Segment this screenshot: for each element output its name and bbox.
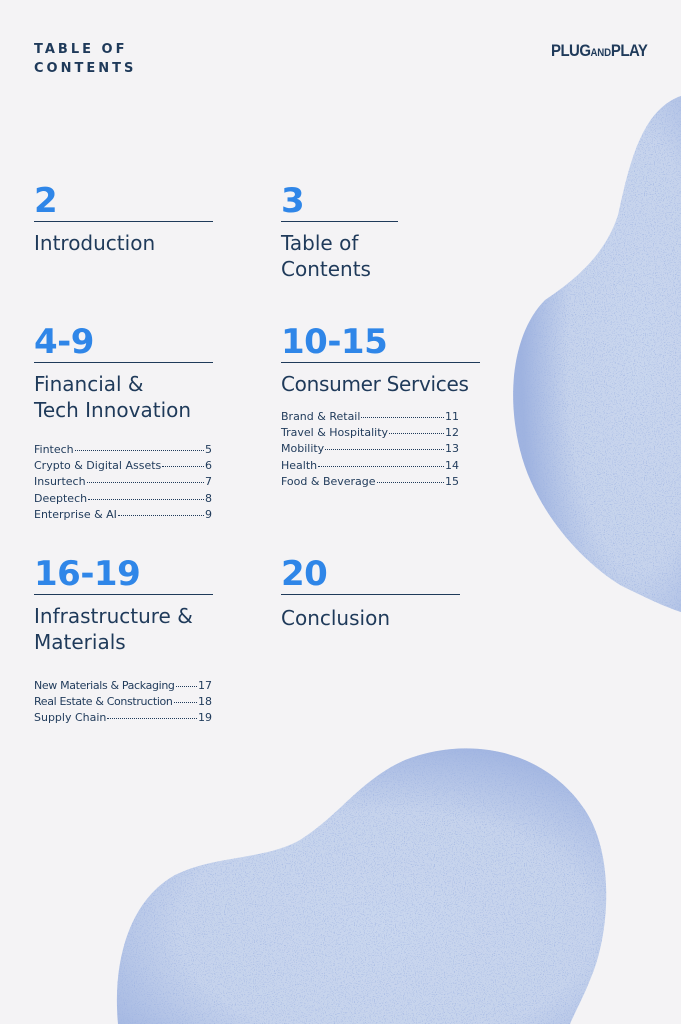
toc-entry-deeptech[interactable]: Deeptech 8 (34, 491, 212, 505)
toc-entry-crypto[interactable]: Crypto & Digital Assets 6 (34, 459, 212, 473)
section-divider (281, 221, 398, 222)
toc-entry-food-beverage[interactable]: Food & Beverage 15 (281, 474, 459, 488)
section-divider (34, 362, 213, 363)
section-page-range: 4-9 (34, 322, 94, 362)
section-divider (34, 594, 213, 595)
section-page-range: 10-15 (281, 322, 388, 362)
section-title: Conclusion (281, 606, 390, 630)
toc-entry-travel[interactable]: Travel & Hospitality 12 (281, 426, 459, 440)
toc-entry-health[interactable]: Health 14 (281, 458, 459, 472)
toc-entry-fintech[interactable]: Fintech 5 (34, 443, 212, 456)
section-title: Infrastructure & Materials (34, 604, 193, 654)
section-page-range: 3 (281, 181, 305, 221)
section-divider (281, 362, 480, 363)
section-introduction: 2 Introduction (34, 183, 213, 256)
toc-list: New Materials & Packaging 17 Real Estate … (34, 678, 212, 727)
toc-entry-insurtech[interactable]: Insurtech 7 (34, 475, 212, 489)
toc-list: Fintech 5 Crypto & Digital Assets 6 Insurt… (34, 442, 212, 523)
section-title: Table of Contents (281, 231, 371, 281)
section-page-range: 20 (281, 554, 328, 594)
toc-entry-mobility[interactable]: Mobility 13 (281, 442, 459, 456)
toc-list: Brand & Retail 11 Travel & Hospitality 12 … (281, 409, 459, 490)
page-title: TABLE OF CONTENTS (34, 42, 137, 76)
section-title: Consumer Services (281, 372, 469, 396)
section-title: Introduction (34, 231, 156, 255)
section-table-of-contents: 3 Table of Contents (281, 183, 398, 282)
toc-entry-enterprise-ai[interactable]: Enterprise & AI 9 (34, 507, 212, 521)
section-page-range: 2 (34, 181, 58, 221)
section-infrastructure: 16-19 Infrastructure & Materials New Mat… (34, 556, 213, 727)
toc-entry-real-estate[interactable]: Real Estate & Construction 18 (34, 695, 212, 709)
section-divider (281, 594, 460, 595)
toc-entry-new-materials[interactable]: New Materials & Packaging 17 (34, 679, 212, 692)
section-conclusion: 20 Conclusion (281, 556, 460, 631)
section-consumer-services: 10-15 Consumer Services Brand & Retail 11… (281, 324, 480, 490)
toc-entry-brand-retail[interactable]: Brand & Retail 11 (281, 410, 459, 423)
section-title: Financial & Tech Innovation (34, 372, 192, 422)
section-divider (34, 221, 213, 222)
section-page-range: 16-19 (34, 554, 141, 594)
toc-entry-supply-chain[interactable]: Supply Chain 19 (34, 711, 212, 725)
section-financial-tech: 4-9 Financial & Tech Innovation Fintech 5… (34, 324, 213, 523)
plug-and-play-logo: PLUGANDPLAY (551, 41, 648, 60)
